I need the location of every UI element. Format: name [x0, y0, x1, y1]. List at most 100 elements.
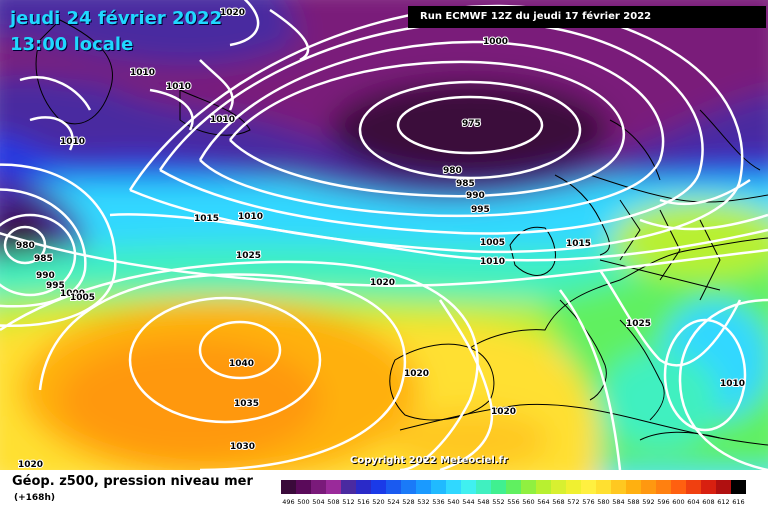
color-scale-label: 616: [732, 498, 744, 506]
color-scale-swatch: [506, 480, 522, 494]
color-scale-swatch: [611, 480, 627, 494]
isobar-label: 1020: [404, 369, 429, 379]
isobar-label: 1010: [166, 82, 191, 92]
color-scale-swatch: [341, 480, 357, 494]
forecast-date: jeudi 24 février 2022: [10, 8, 223, 29]
color-scale-swatch: [431, 480, 447, 494]
isobar-label: 1005: [70, 293, 95, 303]
color-scale-label: 572: [567, 498, 579, 506]
color-scale-swatch: [596, 480, 612, 494]
color-scale-swatch: [311, 480, 327, 494]
isobar-label: 1000: [60, 289, 85, 299]
color-scale-label: 552: [492, 498, 504, 506]
color-scale-label: 592: [642, 498, 654, 506]
color-scale-label: 516: [357, 498, 369, 506]
color-scale-swatch: [326, 480, 342, 494]
color-scale-swatch: [491, 480, 507, 494]
color-scale-label: 508: [327, 498, 339, 506]
isobar-label: 1010: [238, 212, 263, 222]
color-scale-swatch: [476, 480, 492, 494]
isobar-label: 1015: [194, 214, 219, 224]
color-scale-label: 588: [627, 498, 639, 506]
lead-time: (+168h): [14, 493, 55, 503]
color-scale-label: 512: [342, 498, 354, 506]
isobar-label: 1010: [130, 68, 155, 78]
color-scale-swatch: [386, 480, 402, 494]
color-scale-label: 576: [582, 498, 594, 506]
isobar-label: 1020: [491, 407, 516, 417]
isobar-label: 1015: [566, 239, 591, 249]
color-scale-label: 560: [522, 498, 534, 506]
color-scale-swatch: [581, 480, 597, 494]
color-scale-label: 532: [417, 498, 429, 506]
isobar-label: 985: [34, 254, 53, 264]
color-scale-label: 536: [432, 498, 444, 506]
isobar-label: 1010: [60, 137, 85, 147]
isobar-label: 980: [443, 166, 462, 176]
color-scale-swatch: [731, 480, 746, 494]
color-scale-swatch: [521, 480, 537, 494]
coastlines: [35, 19, 768, 446]
color-scale: 496 500 504 508 512 516 520 524 528 532 536 540 544 5…: [281, 480, 746, 506]
model-run-info: Run ECMWF 12Z du jeudi 17 février 2022: [408, 6, 766, 28]
color-scale-swatch: [671, 480, 687, 494]
color-scale-swatch: [551, 480, 567, 494]
color-scale-swatch: [566, 480, 582, 494]
color-scale-label: 612: [717, 498, 729, 506]
color-scale-label: 544: [462, 498, 474, 506]
forecast-map: 1020 1000 1010 1010 1010 1010 975 980 98…: [0, 0, 768, 470]
isobar-label: 980: [16, 241, 35, 251]
color-scale-swatch: [281, 480, 297, 494]
isobar-label: 985: [456, 179, 475, 189]
color-scale-swatch: [296, 480, 312, 494]
color-scale-label: 580: [597, 498, 609, 506]
isobar-label: 995: [471, 205, 490, 215]
color-scale-swatch: [401, 480, 417, 494]
copyright-notice: Copyright 2022 Meteociel.fr: [350, 455, 508, 466]
isobar-lines: [0, 0, 768, 470]
isobar-label: 990: [466, 191, 485, 201]
color-scale-label: 524: [387, 498, 399, 506]
color-scale-label: 504: [312, 498, 324, 506]
isobar-label: 995: [46, 281, 65, 291]
color-scale-swatch: [686, 480, 702, 494]
isobar-label: 1040: [229, 359, 254, 369]
isobar-label: 990: [36, 271, 55, 281]
isobar-label: 1025: [626, 319, 651, 329]
color-scale-swatch: [461, 480, 477, 494]
color-scale-swatch: [716, 480, 732, 494]
isobar-label: 1020: [220, 8, 245, 18]
color-scale-swatch: [416, 480, 432, 494]
color-scale-label: 568: [552, 498, 564, 506]
color-scale-label: 608: [702, 498, 714, 506]
color-scale-label: 500: [297, 498, 309, 506]
color-scale-label: 548: [477, 498, 489, 506]
color-scale-swatch: [446, 480, 462, 494]
color-scale-label: 540: [447, 498, 459, 506]
color-scale-label: 584: [612, 498, 624, 506]
color-scale-swatch: [701, 480, 717, 494]
color-scale-label: 600: [672, 498, 684, 506]
isobar-label: 1005: [480, 238, 505, 248]
isobar-label: 1025: [236, 251, 261, 261]
parameter-title: Géop. z500, pression niveau mer: [12, 474, 253, 489]
color-scale-label: 596: [657, 498, 669, 506]
color-scale-swatch: [641, 480, 657, 494]
color-scale-label: 496: [282, 498, 294, 506]
color-scale-label: 604: [687, 498, 699, 506]
color-scale-label: 556: [507, 498, 519, 506]
color-scale-swatch: [356, 480, 372, 494]
color-scale-swatch: [626, 480, 642, 494]
isobar-label: 1010: [720, 379, 745, 389]
isobar-labels: 1020 1000 1010 1010 1010 1010 975 980 98…: [15, 7, 746, 470]
isobar-label: 975: [462, 119, 481, 129]
color-scale-swatch: [536, 480, 552, 494]
color-scale-label: 564: [537, 498, 549, 506]
color-scale-swatch: [371, 480, 387, 494]
isobar-label: 1020: [18, 460, 43, 470]
isobar-label: 1010: [480, 257, 505, 267]
isobar-label: 1000: [483, 37, 508, 47]
isobar-label: 1030: [230, 442, 255, 452]
color-scale-label: 528: [402, 498, 414, 506]
color-scale-label: 520: [372, 498, 384, 506]
